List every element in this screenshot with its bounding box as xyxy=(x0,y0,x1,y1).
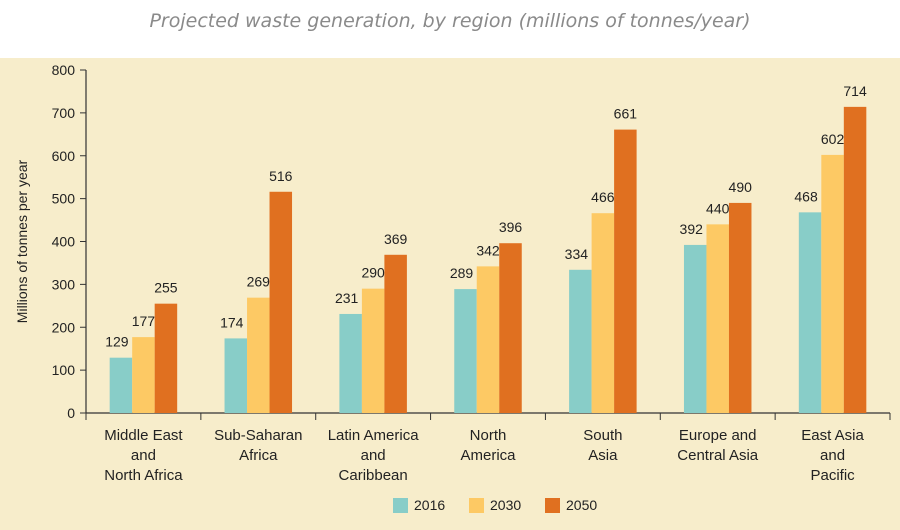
bar-2030 xyxy=(132,337,155,413)
data-label-2030: 342 xyxy=(476,242,500,258)
bar-2030 xyxy=(247,297,270,413)
x-category-label: Latin America xyxy=(328,427,420,444)
y-axis-label: Millions of tonnes per year xyxy=(14,159,30,323)
y-tick-label: 800 xyxy=(52,62,76,78)
data-label-2016: 231 xyxy=(335,290,359,306)
bar-2050 xyxy=(614,129,637,413)
y-tick-label: 400 xyxy=(52,234,76,250)
bar-2050 xyxy=(499,243,522,413)
data-label-2050: 661 xyxy=(614,106,638,122)
bar-2016 xyxy=(683,244,707,413)
data-label-2016: 334 xyxy=(565,246,589,262)
bar-2016 xyxy=(798,212,822,413)
bar-2050 xyxy=(269,191,293,413)
x-category-label: North Africa xyxy=(104,467,183,484)
legend-swatch-2030 xyxy=(469,498,484,513)
bar-2050 xyxy=(728,202,752,413)
y-tick-label: 500 xyxy=(52,191,76,207)
data-label-2050: 396 xyxy=(499,219,523,235)
data-label-2050: 516 xyxy=(269,168,293,184)
data-label-2030: 440 xyxy=(706,200,730,216)
chart-title: Projected waste generation, by region (m… xyxy=(149,10,751,32)
x-category-label: East Asia xyxy=(801,427,864,444)
x-category-label: America xyxy=(460,447,516,464)
bar-2050 xyxy=(384,254,407,413)
x-category-label: and xyxy=(361,447,386,464)
bar-2016 xyxy=(109,357,133,413)
legend-label-2050: 2050 xyxy=(566,497,597,513)
data-label-2050: 490 xyxy=(729,179,753,195)
bar-2016 xyxy=(339,313,362,413)
data-label-2030: 269 xyxy=(247,274,271,290)
bar-2030 xyxy=(591,213,615,413)
data-label-2030: 466 xyxy=(591,189,615,205)
bar-2050 xyxy=(154,303,178,413)
x-category-label: South xyxy=(583,427,622,444)
legend-label-2030: 2030 xyxy=(490,497,521,513)
x-category-label: North xyxy=(470,427,507,444)
x-category-label: Caribbean xyxy=(339,467,408,484)
data-label-2016: 129 xyxy=(105,334,129,350)
data-label-2016: 289 xyxy=(450,265,474,281)
y-tick-label: 300 xyxy=(52,276,76,292)
x-category-label: and xyxy=(820,447,845,464)
bar-2030 xyxy=(821,154,844,413)
bar-2030 xyxy=(706,224,729,413)
y-tick-label: 200 xyxy=(52,319,76,335)
x-category-label: Middle East xyxy=(104,427,183,444)
legend-swatch-2016 xyxy=(393,498,408,513)
data-label-2030: 602 xyxy=(821,131,845,147)
bar-2016 xyxy=(454,289,477,413)
x-category-label: Sub-Saharan xyxy=(214,427,302,444)
data-label-2030: 290 xyxy=(361,265,385,281)
data-label-2050: 714 xyxy=(843,83,867,99)
bar-2030 xyxy=(476,266,500,413)
x-category-label: Europe and xyxy=(679,427,757,444)
x-category-label: Asia xyxy=(588,447,618,464)
x-category-label: Central Asia xyxy=(677,447,759,464)
data-label-2016: 392 xyxy=(680,221,704,237)
x-category-label: Pacific xyxy=(810,467,855,484)
bar-2016 xyxy=(569,269,592,413)
bar-2030 xyxy=(361,288,385,413)
y-tick-label: 600 xyxy=(52,148,76,164)
legend-label-2016: 2016 xyxy=(414,497,445,513)
legend-swatch-2050 xyxy=(545,498,560,513)
x-category-label: Africa xyxy=(239,447,278,464)
bar-2016 xyxy=(224,338,248,413)
bar-2050 xyxy=(843,106,867,413)
data-label-2050: 255 xyxy=(154,280,178,296)
data-label-2030: 177 xyxy=(132,313,156,329)
data-label-2016: 468 xyxy=(794,188,818,204)
y-tick-label: 0 xyxy=(67,405,75,421)
y-tick-label: 700 xyxy=(52,105,76,121)
data-label-2050: 369 xyxy=(384,231,408,247)
x-category-label: and xyxy=(131,447,156,464)
y-tick-label: 100 xyxy=(52,362,76,378)
data-label-2016: 174 xyxy=(220,314,244,330)
